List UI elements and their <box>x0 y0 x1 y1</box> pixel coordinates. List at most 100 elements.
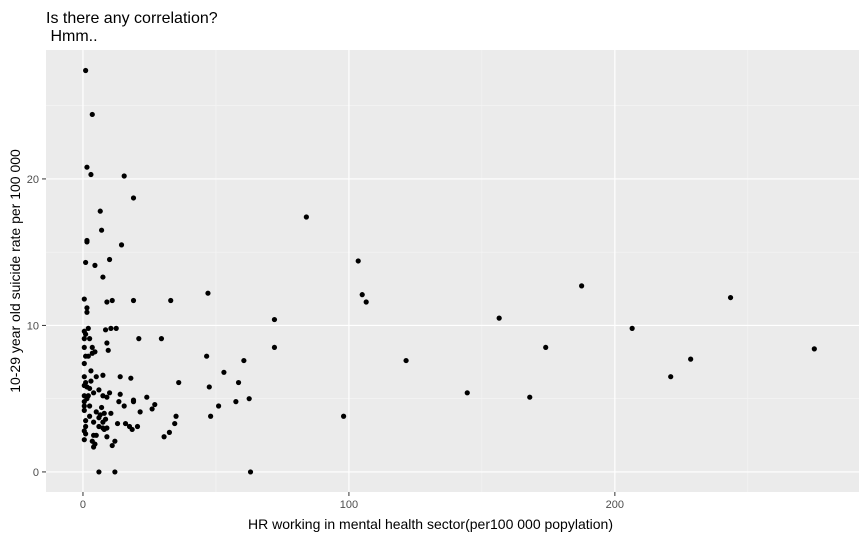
data-point <box>112 438 118 444</box>
data-point <box>130 399 137 405</box>
data-point <box>215 403 222 409</box>
data-point <box>101 410 107 416</box>
y-axis: 0 10 20 <box>27 174 46 479</box>
data-point <box>121 173 127 179</box>
data-point <box>811 346 817 352</box>
data-point <box>271 344 278 351</box>
data-point <box>83 423 89 430</box>
chart-subtitle: Hmm.. <box>46 28 98 45</box>
data-point <box>96 387 102 393</box>
data-point <box>134 423 141 430</box>
data-point <box>629 325 635 331</box>
data-point <box>271 316 278 323</box>
data-points <box>81 67 817 475</box>
data-point <box>130 195 137 201</box>
data-point <box>83 331 89 337</box>
data-point <box>85 353 91 359</box>
data-point <box>112 469 118 475</box>
data-point <box>83 67 89 74</box>
data-point <box>241 357 247 364</box>
data-point <box>172 420 178 427</box>
data-point <box>91 390 97 396</box>
data-point <box>81 403 87 409</box>
data-point <box>101 426 107 433</box>
data-point <box>668 374 674 380</box>
data-point <box>122 420 129 427</box>
data-point <box>87 413 93 419</box>
data-point <box>166 429 172 435</box>
y-axis-title: 10-29 year old suicide rate per 100 000 <box>7 149 23 393</box>
data-point <box>98 404 105 411</box>
data-point <box>221 369 227 375</box>
data-point <box>579 283 585 289</box>
data-point <box>100 419 106 425</box>
data-point <box>137 409 143 415</box>
data-point <box>81 374 87 380</box>
data-point <box>84 164 90 170</box>
data-point <box>81 360 87 367</box>
data-point <box>92 262 98 268</box>
data-point <box>208 413 214 419</box>
data-point <box>727 294 734 301</box>
data-point <box>87 403 93 409</box>
y-tick-label: 0 <box>33 467 39 479</box>
data-point <box>104 394 110 400</box>
data-point <box>527 394 533 400</box>
y-tick-label: 20 <box>27 174 39 186</box>
data-point <box>109 297 115 304</box>
data-point <box>117 374 123 380</box>
data-point <box>96 423 102 430</box>
data-point <box>108 410 114 416</box>
data-point <box>128 375 134 381</box>
data-point <box>87 336 93 342</box>
data-point <box>85 325 91 331</box>
data-point <box>688 356 694 362</box>
data-point <box>100 274 106 280</box>
data-point <box>104 340 110 346</box>
data-point <box>303 214 309 220</box>
data-point <box>81 399 87 405</box>
data-point <box>161 434 167 440</box>
data-point <box>88 378 94 384</box>
data-point <box>149 406 155 412</box>
data-point <box>464 390 470 396</box>
data-point <box>96 469 102 475</box>
data-point <box>363 299 369 305</box>
data-point <box>97 208 103 214</box>
data-point <box>173 413 179 419</box>
data-point <box>87 385 93 392</box>
data-point <box>89 111 95 118</box>
data-point <box>206 384 212 390</box>
data-point <box>93 432 99 438</box>
data-point <box>83 259 89 266</box>
data-point <box>81 344 87 351</box>
data-point <box>113 325 119 331</box>
data-point <box>91 419 97 425</box>
data-point <box>204 353 210 359</box>
data-point <box>108 325 114 331</box>
x-tick-label: 200 <box>606 499 624 511</box>
grid-major <box>46 50 859 492</box>
x-axis-title: HR working in mental health sector(per10… <box>248 516 613 532</box>
data-point <box>104 299 110 305</box>
data-point <box>176 379 182 386</box>
data-point <box>246 396 252 402</box>
data-point <box>116 399 122 405</box>
data-point <box>106 256 113 263</box>
data-point <box>93 374 99 380</box>
data-point <box>81 296 87 302</box>
plot-panel <box>46 50 859 492</box>
data-point <box>105 347 111 353</box>
data-point <box>81 336 87 342</box>
x-tick-label: 100 <box>340 499 358 511</box>
y-tick-label: 10 <box>27 320 39 332</box>
data-point <box>88 171 94 178</box>
data-point <box>130 297 137 304</box>
data-point <box>496 315 502 321</box>
data-point <box>84 237 90 244</box>
data-point <box>93 409 99 415</box>
data-point <box>205 290 211 296</box>
data-point <box>88 368 94 374</box>
data-point <box>84 309 90 315</box>
